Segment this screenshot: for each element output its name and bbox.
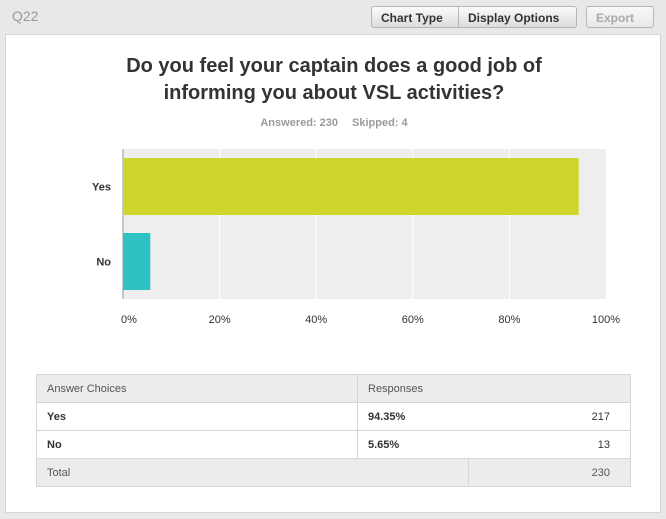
skipped-count: Skipped: 4 [352, 117, 408, 129]
results-table: Answer Choices Responses Yes 94.35% 217 … [36, 374, 631, 487]
choice-yes: Yes [36, 402, 358, 431]
percent-yes: 94.35% [357, 402, 468, 431]
answered-count: Answered: 230 [260, 117, 339, 129]
display-options-label: Display Options [468, 11, 560, 25]
table-header-row: Answer Choices Responses [36, 374, 631, 403]
total-label: Total [36, 458, 469, 487]
bar-no [123, 233, 151, 290]
total-count: 230 [468, 458, 631, 487]
question-summary-panel: Do you feel your captain does a good job… [5, 34, 661, 513]
count-yes: 217 [468, 402, 631, 431]
total-row: Total 230 [36, 458, 631, 487]
percent-no: 5.65% [357, 430, 468, 459]
display-options-button[interactable]: Display Options [458, 6, 577, 44]
question-title-line2: informing you about VSL activities? [163, 82, 505, 104]
x-tick-label: 60% [402, 314, 424, 326]
count-no: 13 [468, 430, 631, 459]
table-row: Yes 94.35% 217 [36, 402, 631, 431]
category-label: Yes [92, 182, 111, 194]
export-button[interactable]: Export [586, 6, 654, 44]
bar-chart: 0% 20% 40% 60% 80% 100% Yes No [92, 149, 620, 326]
question-title: Do you feel your captain does a good job… [6, 53, 662, 107]
category-label: No [96, 257, 111, 269]
response-stats: Answered: 230 Skipped: 4 [6, 117, 662, 129]
x-tick-label: 0% [121, 314, 137, 326]
export-label: Export [596, 11, 635, 25]
x-tick-label: 80% [498, 314, 520, 326]
x-tick-label: 100% [592, 314, 620, 326]
choice-no: No [36, 430, 358, 459]
chart-type-label: Chart Type [381, 11, 443, 25]
chart-type-button[interactable]: Chart Type [371, 6, 459, 44]
question-header-bar: Q22 Chart Type Display Options Export [0, 0, 666, 44]
responses-header: Responses [357, 374, 631, 403]
x-tick-label: 20% [209, 314, 231, 326]
question-number: Q22 [12, 8, 39, 24]
bar-yes [123, 158, 579, 215]
table-row: No 5.65% 13 [36, 430, 631, 459]
question-title-line1: Do you feel your captain does a good job… [126, 55, 542, 77]
answer-choices-header: Answer Choices [36, 374, 358, 403]
x-tick-label: 40% [305, 314, 327, 326]
